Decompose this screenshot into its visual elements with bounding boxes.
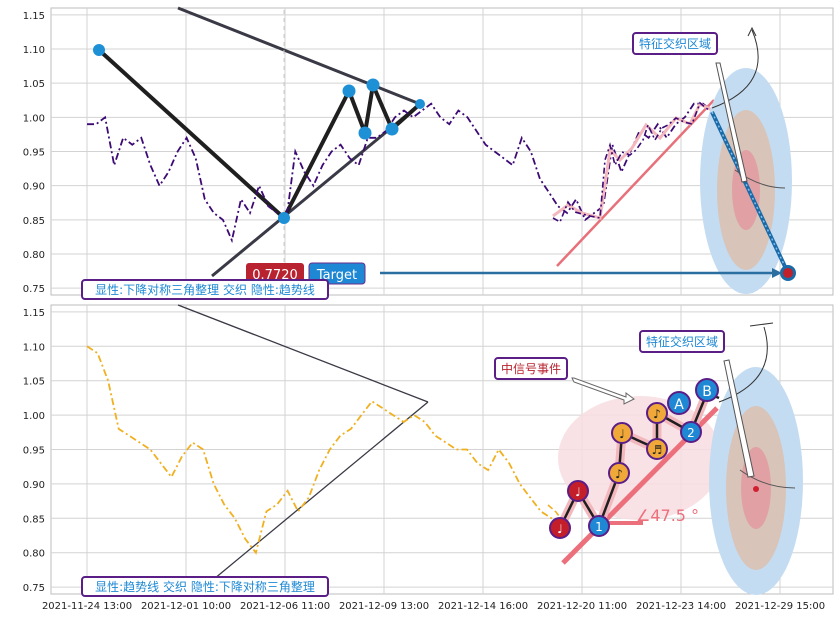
- bottom-wave-markers: ♩ ♩ 1 ♪ ♩ ♬ ♪ 2 A B: [549, 378, 719, 539]
- bottom-price-series: [86, 345, 563, 555]
- bottom-y-tick-labels: 1.15 1.10 1.05 1.00 0.95 0.90 0.85 0.80 0.75: [23, 308, 45, 594]
- top-lower-support-line: [211, 102, 421, 278]
- x-tick-label: 2021-12-09 13:00: [339, 601, 429, 612]
- bottom-panel: 1.15 1.10 1.05 1.00 0.95 0.90 0.85 0.80 0.75 202…: [23, 304, 834, 612]
- top-pivot-point: [342, 84, 356, 98]
- top-pivot-point: [366, 78, 380, 92]
- top-price-badge: [246, 263, 304, 284]
- wave-marker-orange: [646, 402, 668, 424]
- wave-marker-label: 2: [687, 426, 695, 440]
- top-pattern-badge-label: 显性:下降对称三角整理 交织 隐性:趋势线: [95, 282, 315, 297]
- bottom-event-badge-label: 中信号事件: [501, 361, 561, 376]
- wave-marker-orange: [646, 438, 668, 460]
- x-tick-label: 2021-12-14 16:00: [438, 601, 528, 612]
- y-tick-label: 0.85: [23, 514, 45, 525]
- top-target-badge: [308, 262, 366, 285]
- bottom-zone-hanging-curve: [739, 469, 796, 489]
- y-tick-label: 0.85: [23, 216, 45, 227]
- top-pivot-point: [278, 212, 290, 224]
- y-tick-label: 0.75: [23, 583, 45, 594]
- y-tick-label: 0.95: [23, 446, 45, 457]
- y-tick-label: 1.00: [23, 113, 45, 124]
- y-tick-label: 1.00: [23, 411, 45, 422]
- wave-marker-label: A: [674, 397, 684, 413]
- wave-marker-blue: [588, 515, 610, 537]
- wave-marker-label: 1: [595, 520, 603, 534]
- top-pivot-point: [415, 99, 425, 109]
- y-tick-label: 1.10: [23, 342, 45, 353]
- wave-marker-red: [549, 517, 571, 539]
- wave-marker-label: ♩: [575, 485, 581, 499]
- y-tick-label: 1.15: [23, 11, 45, 22]
- x-tick-label: 2021-12-06 11:00: [240, 601, 330, 612]
- y-tick-label: 1.05: [23, 79, 45, 90]
- y-tick-label: 0.90: [23, 480, 45, 491]
- top-panel: 1.15 1.10 1.05 1.00 0.95 0.90 0.85 0.80 0.75: [23, 6, 834, 300]
- bottom-lower-line: [213, 401, 429, 580]
- y-tick-label: 1.05: [23, 377, 45, 388]
- y-tick-label: 0.90: [23, 182, 45, 193]
- wave-marker-label: ♬: [652, 443, 663, 457]
- bottom-pattern-badge-label: 显性:趋势线 交织 隐性:下降对称三角整理: [95, 579, 315, 594]
- bottom-zone-arrow-head: [749, 322, 774, 327]
- y-tick-label: 0.95: [23, 148, 45, 159]
- wave-marker-orange: [608, 462, 630, 484]
- top-zone-hanging-curve: [734, 169, 786, 189]
- top-target-marker-core: [783, 268, 793, 278]
- y-tick-label: 1.10: [23, 45, 45, 56]
- bottom-event-arrow: [571, 377, 635, 405]
- x-tick-label: 2021-12-29 15:00: [735, 601, 825, 612]
- bottom-zone-badge-label: 特征交织区域: [646, 334, 718, 349]
- bottom-echo-series: [547, 504, 563, 521]
- top-red-trendline: [556, 99, 715, 267]
- top-pivot-points: [93, 44, 425, 224]
- top-echo-series: [552, 101, 713, 224]
- x-tick-label: 2021-11-24 13:00: [42, 601, 132, 612]
- y-tick-label: 0.75: [23, 284, 45, 295]
- top-pivot-point: [385, 122, 399, 136]
- top-pivot-point: [93, 44, 105, 56]
- x-tick-label: 2021-12-01 10:00: [141, 601, 231, 612]
- bottom-wave-line: [558, 391, 720, 529]
- bottom-upper-line: [177, 304, 429, 403]
- top-zone-badge-label: 特征交织区域: [639, 36, 711, 51]
- top-zone-badge: [632, 32, 718, 55]
- top-upper-resistance-line: [177, 6, 421, 106]
- top-zone-arrow-head: [747, 26, 757, 37]
- x-tick-label: 2021-12-23 14:00: [636, 601, 726, 612]
- top-price-series: [87, 102, 713, 244]
- wave-marker-label: ♩: [557, 522, 563, 536]
- wave-marker-label: ♪: [653, 407, 661, 421]
- top-pivot-point: [358, 126, 372, 140]
- top-pattern-badge: [81, 279, 329, 300]
- y-tick-label: 1.15: [23, 308, 45, 319]
- wave-marker-blue: [667, 391, 691, 415]
- x-tick-labels: 2021-11-24 13:00 2021-12-01 10:00 2021-12-…: [42, 601, 825, 612]
- bottom-target-dot: [753, 486, 759, 492]
- top-y-tick-labels: 1.15 1.10 1.05 1.00 0.95 0.90 0.85 0.80 0.75: [23, 11, 45, 295]
- wave-marker-label: ♩: [619, 427, 625, 441]
- wave-marker-blue: [680, 421, 702, 443]
- wave-marker-label: ♪: [615, 467, 623, 481]
- wave-marker-blue: [695, 378, 719, 402]
- bottom-pointer-arrow: [723, 359, 755, 478]
- wave-marker-orange: [611, 422, 633, 444]
- wave-marker-red: [567, 480, 589, 502]
- x-tick-label: 2021-12-20 11:00: [537, 601, 627, 612]
- top-target-arrow-head: [772, 268, 782, 278]
- top-pointer-arrow: [715, 62, 748, 183]
- top-forecast-line: [710, 111, 790, 274]
- bottom-zone-badge: [639, 330, 725, 353]
- bottom-pattern-badge: [81, 576, 329, 597]
- y-tick-label: 0.80: [23, 250, 45, 261]
- bottom-angle-label: ∠47.5 °: [636, 506, 699, 525]
- wave-marker-label: B: [702, 384, 712, 400]
- y-tick-label: 0.80: [23, 549, 45, 560]
- bottom-event-badge: [494, 357, 568, 380]
